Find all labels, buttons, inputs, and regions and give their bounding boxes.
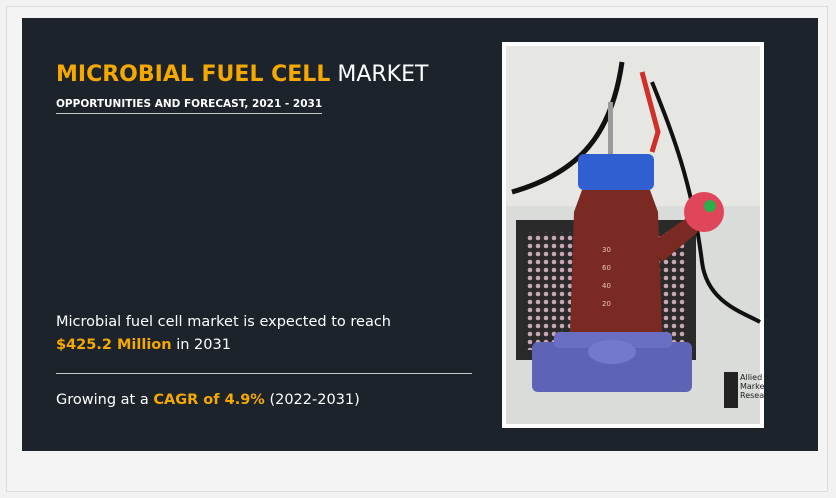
photo: 30 60 40 20 Allied Market Research <box>502 42 764 428</box>
stat-cagr: Growing at a CAGR of 4.9% (2022-2031) <box>56 389 360 412</box>
jar <box>570 190 662 332</box>
jar-cap <box>578 154 654 190</box>
scale-label: 60 <box>602 264 611 272</box>
scale-label: 30 <box>602 246 611 254</box>
title-highlight: MICROBIAL FUEL CELL <box>56 62 330 87</box>
title: MICROBIAL FUEL CELL MARKET <box>56 62 428 87</box>
scale-label: 20 <box>602 300 611 308</box>
logo-text: Allied <box>740 373 762 382</box>
stat-suffix: in 2031 <box>176 337 231 353</box>
stat-text: Microbial fuel cell market is expected t… <box>56 314 391 330</box>
logo-text: Market <box>740 382 764 391</box>
stat-highlight: CAGR of 4.9% <box>153 392 265 408</box>
electrode <box>608 102 613 162</box>
stat-highlight: $425.2 Million <box>56 337 172 353</box>
side-cap-plug <box>704 200 716 212</box>
stat-market-size: Microbial fuel cell market is expected t… <box>56 311 391 357</box>
logo-text: Research <box>740 391 764 400</box>
page: MICROBIAL FUEL CELL MARKET OPPORTUNITIES… <box>0 0 836 498</box>
photo-illustration: 30 60 40 20 Allied Market Research <box>502 42 764 428</box>
stirrer-knob <box>588 340 636 364</box>
scale-label: 40 <box>602 282 611 290</box>
stat-suffix: (2022-2031) <box>269 392 359 408</box>
title-rest: MARKET <box>337 62 428 87</box>
banner: MICROBIAL FUEL CELL MARKET OPPORTUNITIES… <box>22 18 818 451</box>
side-cap <box>684 192 724 232</box>
subtitle: OPPORTUNITIES AND FORECAST, 2021 - 2031 <box>56 98 322 114</box>
divider <box>56 373 472 374</box>
stat-prefix: Growing at a <box>56 392 149 408</box>
